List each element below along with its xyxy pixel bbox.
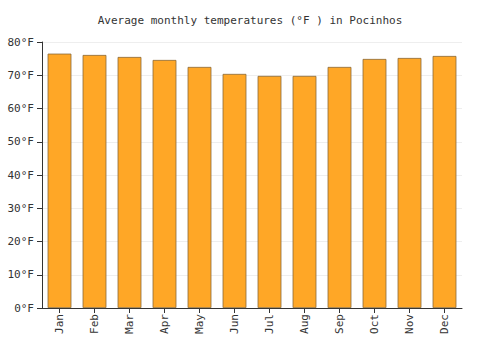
svg-text:Oct: Oct — [368, 314, 381, 334]
svg-text:Average monthly temperatures (: Average monthly temperatures (°F ) in Po… — [98, 14, 403, 27]
svg-text:0°F: 0°F — [14, 302, 34, 315]
svg-text:Nov: Nov — [403, 314, 416, 334]
svg-text:20°F: 20°F — [8, 235, 35, 248]
svg-text:Mar: Mar — [123, 314, 136, 334]
svg-text:Sep: Sep — [333, 314, 346, 334]
svg-text:Feb: Feb — [88, 314, 101, 334]
svg-text:Jun: Jun — [228, 314, 241, 334]
svg-text:Dec: Dec — [438, 314, 451, 334]
svg-text:30°F: 30°F — [8, 202, 35, 215]
svg-text:Jan: Jan — [53, 314, 66, 334]
svg-text:80°F: 80°F — [8, 36, 35, 49]
svg-text:70°F: 70°F — [8, 69, 35, 82]
svg-text:50°F: 50°F — [8, 135, 35, 148]
svg-text:May: May — [193, 314, 206, 334]
svg-text:60°F: 60°F — [8, 102, 35, 115]
svg-text:Jul: Jul — [263, 314, 276, 334]
svg-text:Aug: Aug — [298, 314, 311, 334]
svg-text:40°F: 40°F — [8, 169, 35, 182]
svg-text:10°F: 10°F — [8, 268, 35, 281]
svg-text:Apr: Apr — [158, 314, 171, 334]
